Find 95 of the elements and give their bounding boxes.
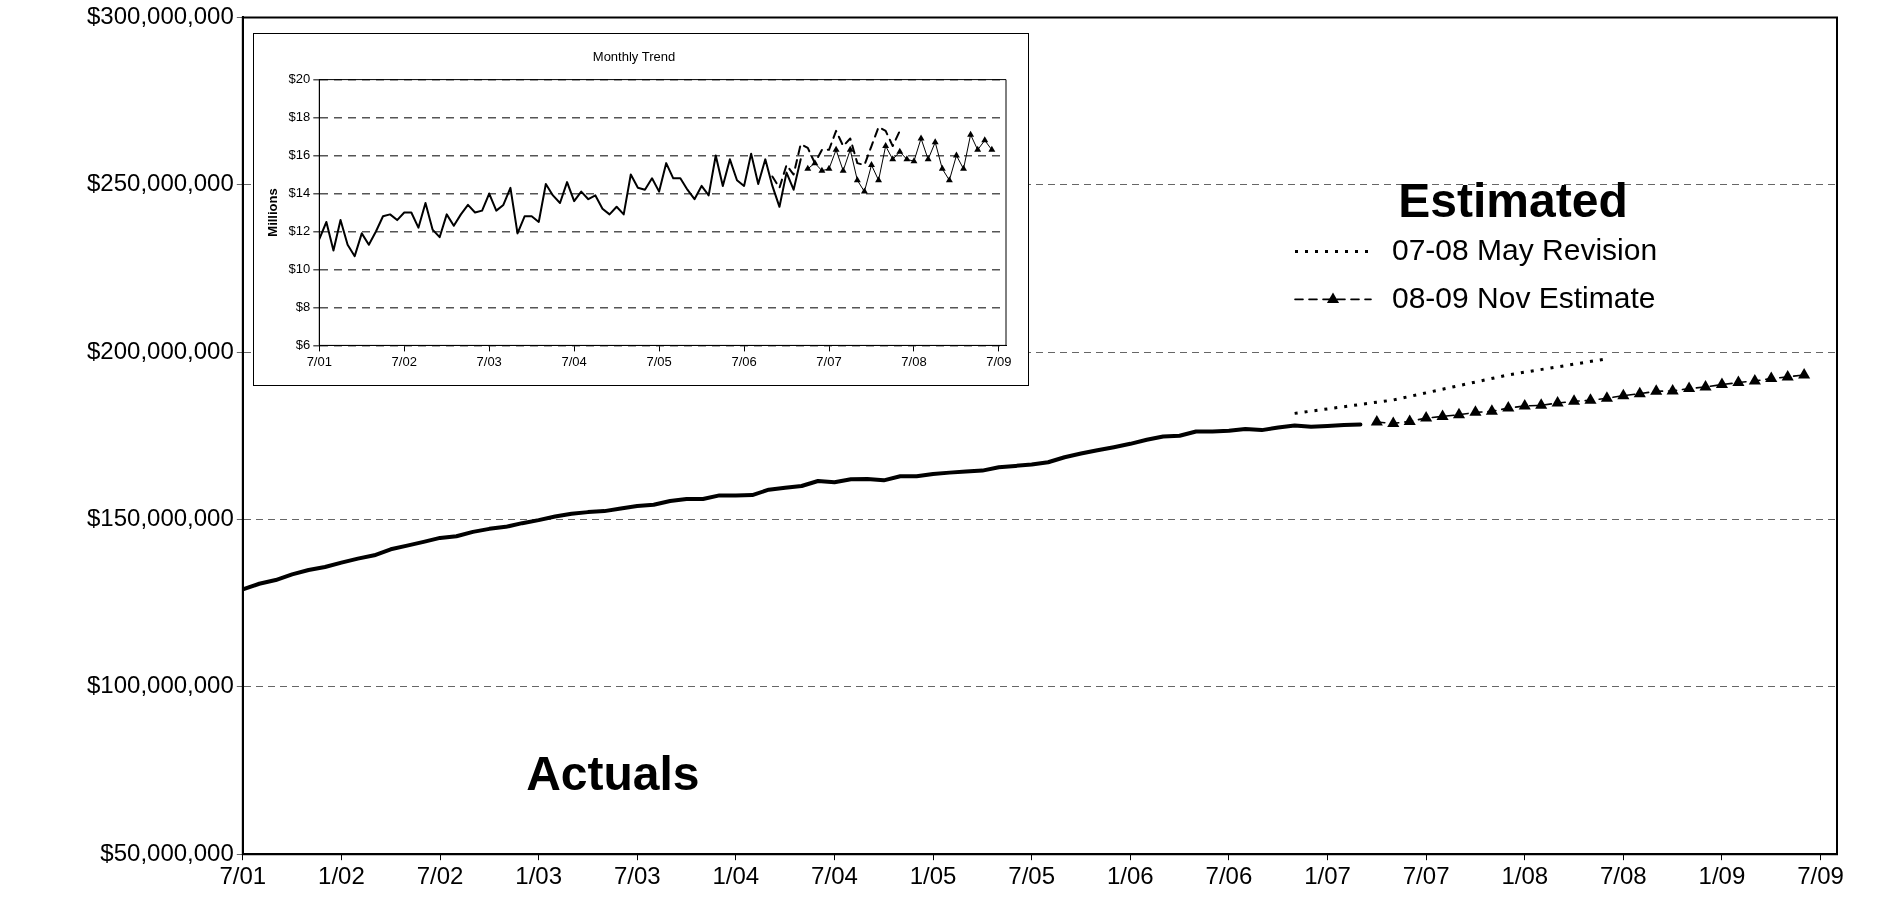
x-tick-label: 7/08 <box>1599 862 1647 890</box>
point <box>1683 381 1696 393</box>
y-tick-label: $10 <box>288 261 311 277</box>
point <box>1567 394 1581 405</box>
x-tick-label: 7/09 <box>1797 862 1844 890</box>
annotation: Actuals <box>526 747 700 801</box>
point <box>1584 393 1597 404</box>
point <box>1650 384 1663 395</box>
y-tick-label: $18 <box>288 109 311 125</box>
point <box>1617 388 1630 400</box>
x-tick-label: 7/03 <box>476 353 502 369</box>
point <box>804 164 812 171</box>
point <box>938 164 946 171</box>
point <box>882 142 890 149</box>
x-tick-label: 7/05 <box>646 353 672 369</box>
point <box>952 151 960 158</box>
point <box>839 166 847 173</box>
x-tick-label: 7/06 <box>731 353 757 369</box>
point <box>903 155 911 162</box>
legend-label: 08-09 Nov Estimate <box>1392 280 1656 314</box>
y-tick-label: $200,000,000 <box>87 336 234 364</box>
x-tick-label: 7/01 <box>306 353 332 369</box>
point <box>818 166 826 173</box>
x-tick-label: 7/02 <box>391 353 417 369</box>
point <box>945 176 953 183</box>
point <box>910 157 918 164</box>
y-tick-label: $8 <box>295 299 311 315</box>
point <box>896 147 904 154</box>
point <box>960 164 967 171</box>
y-tick-label: $6 <box>295 336 311 352</box>
x-tick-label: 7/06 <box>1205 862 1253 890</box>
point <box>1436 409 1449 420</box>
y-tick-label: $250,000,000 <box>87 169 234 197</box>
point <box>853 176 861 183</box>
point <box>875 176 883 183</box>
point <box>1485 404 1498 415</box>
x-tick-label: 7/07 <box>816 353 842 369</box>
chart-title: Monthly Trend <box>592 49 676 65</box>
point <box>1666 383 1679 395</box>
point <box>931 138 939 145</box>
point <box>1600 391 1613 402</box>
x-tick-label: 7/09 <box>986 353 1012 369</box>
point <box>832 145 840 152</box>
point <box>1502 401 1515 412</box>
y-tick-label: $20 <box>288 71 311 87</box>
point <box>868 161 875 168</box>
y-tick-label: $16 <box>288 147 311 163</box>
point <box>1420 411 1433 422</box>
point <box>846 145 854 152</box>
x-tick-label: 1/03 <box>515 862 562 890</box>
x-tick-label: 1/02 <box>318 862 365 890</box>
point <box>1403 414 1416 425</box>
point <box>1551 396 1564 407</box>
point <box>860 187 868 194</box>
point <box>1387 416 1400 427</box>
x-tick-label: 7/05 <box>1008 862 1056 890</box>
y-axis-title: Millions <box>265 188 281 237</box>
x-tick-label: 1/06 <box>1106 862 1154 890</box>
x-tick-label: 1/07 <box>1304 862 1351 890</box>
point <box>988 145 996 152</box>
point <box>1715 377 1729 389</box>
x-tick-label: 7/04 <box>561 353 587 369</box>
point <box>1798 367 1811 379</box>
y-tick-label: $12 <box>288 223 311 239</box>
point <box>1452 407 1466 419</box>
x-tick-label: 7/04 <box>811 862 858 890</box>
point <box>924 155 932 162</box>
point <box>1518 399 1531 410</box>
point <box>1765 371 1778 383</box>
point <box>974 145 982 152</box>
legend-label: 07-08 May Revision <box>1392 232 1658 266</box>
point <box>889 155 897 162</box>
y-tick-label: $150,000,000 <box>87 504 234 532</box>
point <box>1469 405 1482 416</box>
x-tick-label: 1/05 <box>909 862 957 890</box>
x-tick-label: 1/08 <box>1501 862 1549 890</box>
point <box>1748 373 1761 385</box>
point <box>1370 415 1383 426</box>
x-tick-label: 7/08 <box>901 353 927 369</box>
y-tick-label: $100,000,000 <box>87 671 234 699</box>
point <box>1732 375 1745 387</box>
legend-title: Estimated <box>1398 173 1628 227</box>
x-tick-label: 7/02 <box>416 862 464 890</box>
point <box>1535 398 1548 409</box>
x-tick-label: 1/09 <box>1698 862 1746 890</box>
point <box>825 164 833 171</box>
x-tick-label: 7/07 <box>1402 862 1450 890</box>
y-tick-label: $300,000,000 <box>87 2 234 30</box>
x-tick-label: 1/04 <box>712 862 760 890</box>
point <box>1633 386 1646 398</box>
y-tick-label: $14 <box>288 185 311 201</box>
point <box>1699 379 1712 391</box>
x-tick-label: 7/03 <box>613 862 661 890</box>
point <box>1781 369 1794 381</box>
point <box>967 130 975 137</box>
